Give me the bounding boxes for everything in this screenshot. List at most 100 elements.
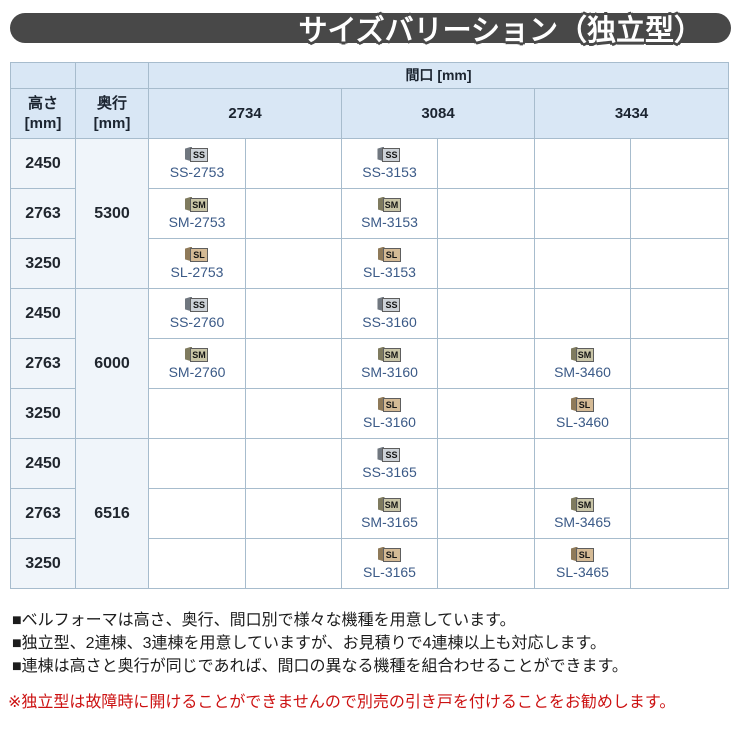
table-row: 2450 5300 SS SS-2753 SS SS-3153 bbox=[10, 138, 729, 289]
product-cell: SS SS-3165 bbox=[341, 438, 438, 489]
product-link[interactable]: SL SL-2753 bbox=[170, 246, 224, 282]
empty-cell bbox=[437, 388, 535, 439]
product-link[interactable]: SL SL-3165 bbox=[363, 546, 416, 582]
product-link[interactable]: SM SM-3465 bbox=[554, 496, 611, 532]
empty-cell bbox=[630, 488, 729, 539]
product-link[interactable]: SS SS-3153 bbox=[362, 146, 417, 182]
product-link[interactable]: SM SM-3153 bbox=[361, 196, 418, 232]
height-cell: 3250 bbox=[10, 238, 76, 289]
header-width-3084: 3084 bbox=[341, 88, 535, 139]
product-link[interactable]: SM SM-2753 bbox=[168, 196, 226, 232]
product-code: SS-3160 bbox=[362, 313, 417, 330]
product-link[interactable]: SS SS-2753 bbox=[170, 146, 224, 182]
product-code: SM-2753 bbox=[168, 213, 226, 230]
empty-cell bbox=[148, 388, 246, 439]
header-width-2734: 2734 bbox=[148, 88, 342, 139]
header-maguchi: 間口 [mm] bbox=[148, 62, 729, 89]
shed-icon: SS bbox=[185, 146, 209, 163]
product-link[interactable]: SM SM-3460 bbox=[554, 346, 611, 382]
shed-icon: SL bbox=[378, 396, 402, 413]
note-line-1: ■ベルフォーマは高さ、奥行、間口別で様々な機種を用意しています。 bbox=[12, 612, 516, 629]
empty-cell bbox=[148, 438, 246, 489]
product-cell: SS SS-3160 bbox=[341, 288, 438, 339]
product-cell: SM SM-2760 bbox=[148, 338, 246, 389]
title-banner: サイズバリーション（独立型） bbox=[10, 13, 731, 47]
empty-cell bbox=[630, 338, 729, 389]
shed-icon-label: SL bbox=[575, 547, 594, 562]
product-cell: SM SM-3153 bbox=[341, 188, 438, 239]
shed-icon-label: SM bbox=[575, 347, 594, 362]
product-link[interactable]: SL SL-3460 bbox=[556, 396, 609, 432]
product-code: SM-2760 bbox=[168, 363, 226, 380]
empty-cell bbox=[630, 288, 729, 339]
shed-icon: SS bbox=[377, 296, 401, 313]
empty-cell bbox=[437, 488, 535, 539]
shed-icon-label: SL bbox=[575, 397, 594, 412]
depth-cell: 6516 bbox=[75, 438, 149, 589]
shed-icon: SM bbox=[185, 346, 209, 363]
product-link[interactable]: SM SM-3165 bbox=[361, 496, 418, 532]
empty-cell bbox=[437, 238, 535, 289]
notes-block: ■ベルフォーマは高さ、奥行、間口別で様々な機種を用意しています。 ■独立型、2連… bbox=[12, 609, 740, 678]
page-title: サイズバリーション（独立型） bbox=[298, 15, 703, 47]
shed-icon: SS bbox=[377, 146, 401, 163]
note-line-3: ■連棟は高さと奥行が同じであれば、間口の異なる機種を組合わせることができます。 bbox=[12, 658, 628, 675]
empty-cell bbox=[245, 188, 342, 239]
height-cell: 2450 bbox=[10, 138, 76, 189]
empty-cell bbox=[534, 288, 631, 339]
shed-icon: SL bbox=[378, 246, 402, 263]
shed-icon: SM bbox=[378, 496, 402, 513]
empty-cell bbox=[437, 188, 535, 239]
product-link[interactable]: SS SS-3160 bbox=[362, 296, 417, 332]
product-cell: SM SM-3460 bbox=[534, 338, 631, 389]
height-cell: 2450 bbox=[10, 288, 76, 339]
empty-cell bbox=[245, 388, 342, 439]
product-cell: SM SM-3165 bbox=[341, 488, 438, 539]
product-link[interactable]: SM SM-3160 bbox=[361, 346, 418, 382]
empty-cell bbox=[630, 138, 729, 189]
shed-icon: SM bbox=[378, 196, 402, 213]
product-code: SS-2753 bbox=[169, 163, 225, 180]
product-link[interactable]: SL SL-3153 bbox=[363, 246, 416, 282]
empty-cell bbox=[630, 438, 729, 489]
note-line-2: ■独立型、2連棟、3連棟を用意していますが、お見積りで4連棟以上も対応します。 bbox=[12, 635, 606, 652]
product-link[interactable]: SL SL-3160 bbox=[363, 396, 416, 432]
shed-icon: SL bbox=[571, 546, 595, 563]
product-link[interactable]: SL SL-3465 bbox=[556, 546, 609, 582]
height-cell: 3250 bbox=[10, 388, 76, 439]
shed-icon-label: SL bbox=[382, 547, 401, 562]
product-code: SL-3165 bbox=[363, 563, 416, 580]
product-cell: SL SL-3160 bbox=[341, 388, 438, 439]
empty-cell bbox=[148, 488, 246, 539]
empty-cell bbox=[630, 238, 729, 289]
product-code: SL-2753 bbox=[170, 263, 224, 280]
shed-icon-label: SM bbox=[382, 197, 401, 212]
shed-icon-label: SS bbox=[382, 297, 401, 312]
product-code: SL-3153 bbox=[363, 263, 416, 280]
shed-icon-label: SM bbox=[382, 347, 401, 362]
product-code: SS-3153 bbox=[362, 163, 417, 180]
product-cell: SL SL-3465 bbox=[534, 538, 631, 589]
table-row: 2450 6516 SS SS-3165 bbox=[10, 438, 729, 589]
empty-cell bbox=[245, 488, 342, 539]
shed-icon: SS bbox=[185, 296, 209, 313]
product-link[interactable]: SS SS-2760 bbox=[170, 296, 224, 332]
empty-cell bbox=[630, 188, 729, 239]
product-code: SM-3165 bbox=[361, 513, 418, 530]
warning-note: ※独立型は故障時に開けることができませんので別売の引き戸を付けることをお勧めしま… bbox=[8, 694, 676, 711]
product-code: SL-3160 bbox=[363, 413, 416, 430]
header-blank-cell bbox=[10, 62, 76, 89]
empty-cell bbox=[437, 438, 535, 489]
header-width-3434: 3434 bbox=[534, 88, 729, 139]
height-cell: 2763 bbox=[10, 338, 76, 389]
shed-icon-label: SS bbox=[382, 147, 401, 162]
table-row: 2763 SM SM-3165 SM SM-3465 bbox=[10, 488, 729, 539]
shed-icon: SM bbox=[185, 196, 209, 213]
empty-cell bbox=[534, 138, 631, 189]
shed-icon-label: SS bbox=[189, 147, 208, 162]
product-link[interactable]: SM SM-2760 bbox=[168, 346, 226, 382]
product-link[interactable]: SS SS-3165 bbox=[362, 446, 417, 482]
depth-cell: 6000 bbox=[75, 288, 149, 439]
empty-cell bbox=[534, 238, 631, 289]
product-cell: SL SL-3165 bbox=[341, 538, 438, 589]
